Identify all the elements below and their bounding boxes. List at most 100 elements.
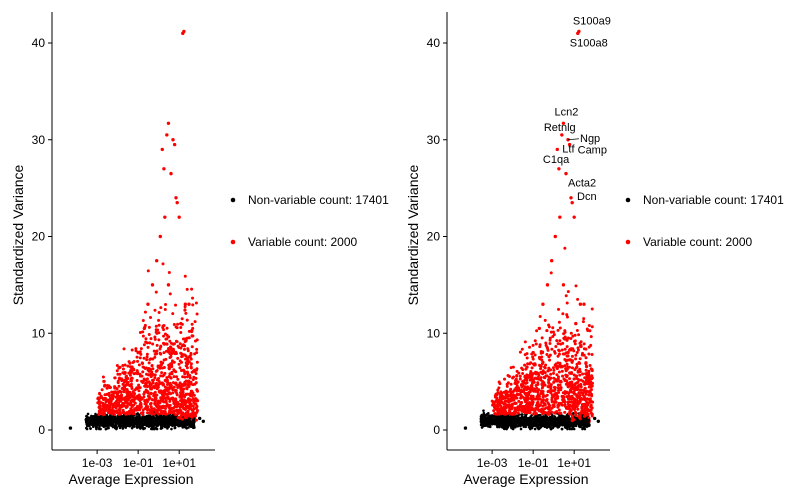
point-variable [539,367,543,371]
point-variable [194,301,198,305]
point-nonvariable [130,415,134,419]
point-variable [159,306,163,310]
point-variable [181,337,185,341]
point-variable [154,382,158,386]
point-variable [157,323,161,327]
point-variable [574,353,578,357]
point-variable [531,362,535,366]
point-variable [173,388,177,392]
point-variable [137,383,141,387]
point-variable [550,410,554,414]
point-nonvariable [558,424,562,427]
point-variable [162,366,166,370]
point-variable [505,384,509,388]
point-variable [539,350,543,354]
point-variable [184,357,188,361]
point-variable [152,412,156,416]
point-variable [539,370,543,374]
point-variable [119,412,123,416]
point-variable [120,387,124,391]
point-variable [560,369,564,373]
point-variable [558,339,562,343]
point-variable [579,388,583,392]
point-variable [145,398,149,402]
point-nonvariable [498,415,502,418]
point-variable [493,412,497,416]
point-variable [526,398,530,402]
point-variable [124,397,128,401]
point-variable [98,410,102,414]
point-variable [158,405,162,409]
point-nonvariable [119,418,123,423]
point-variable [127,412,131,416]
point-variable [126,364,130,368]
point-variable [187,329,191,333]
point-variable [188,398,192,402]
point-variable [143,323,147,327]
point-variable [168,382,172,386]
point-nonvariable [522,423,525,427]
point-variable [552,333,556,337]
point-nonvariable [499,417,503,421]
point-variable [110,403,114,407]
point-nonvariable [551,424,554,427]
point-variable [507,397,511,401]
point-variable [133,392,137,396]
point-variable [128,361,132,365]
point-variable [161,374,165,378]
x-tick-label: 1e-01 [123,456,154,470]
point-variable [129,394,133,398]
point-variable [583,381,587,385]
point-variable [556,386,560,390]
point-variable [547,355,551,359]
point-variable [543,411,547,415]
point-variable [139,352,143,356]
point-variable [536,406,540,410]
point-nonvariable [491,422,495,425]
point-variable [529,394,533,398]
point-variable [128,373,132,377]
point-nonvariable [488,421,492,424]
point-variable [570,415,574,419]
point-nonvariable [530,426,534,430]
point-variable [172,322,176,326]
point-variable [118,389,122,393]
point-variable [549,383,553,387]
point-variable [150,398,154,402]
point-variable [186,347,190,351]
point-variable [195,347,199,351]
point-variable [537,355,541,359]
point-variable [166,283,171,287]
point-variable [113,376,117,380]
point-variable [535,329,539,333]
point-variable [519,402,523,406]
point-variable [132,408,136,412]
point-variable [188,373,192,377]
point-variable [151,357,155,361]
point-variable [195,312,199,316]
point-variable [167,367,171,371]
point-variable [583,412,587,416]
point-variable [150,373,154,377]
point-variable [574,357,578,361]
point-nonvariable [135,412,139,416]
point-nonvariable [570,427,574,431]
point-nonvariable [115,425,118,429]
point-variable [520,347,524,351]
point-variable [574,284,578,288]
point-nonvariable [549,416,552,419]
point-nonvariable [514,423,517,426]
point-nonvariable [147,423,150,427]
y-tick-label: 40 [427,36,441,50]
point-variable [153,308,157,312]
point-variable [530,366,534,370]
point-variable [565,313,569,317]
point-variable [509,382,513,386]
point-variable [172,142,177,147]
point-nonvariable [189,425,193,429]
point-nonvariable [173,426,177,429]
point-variable [528,397,532,401]
point-variable [156,402,160,406]
point-variable [565,358,569,362]
